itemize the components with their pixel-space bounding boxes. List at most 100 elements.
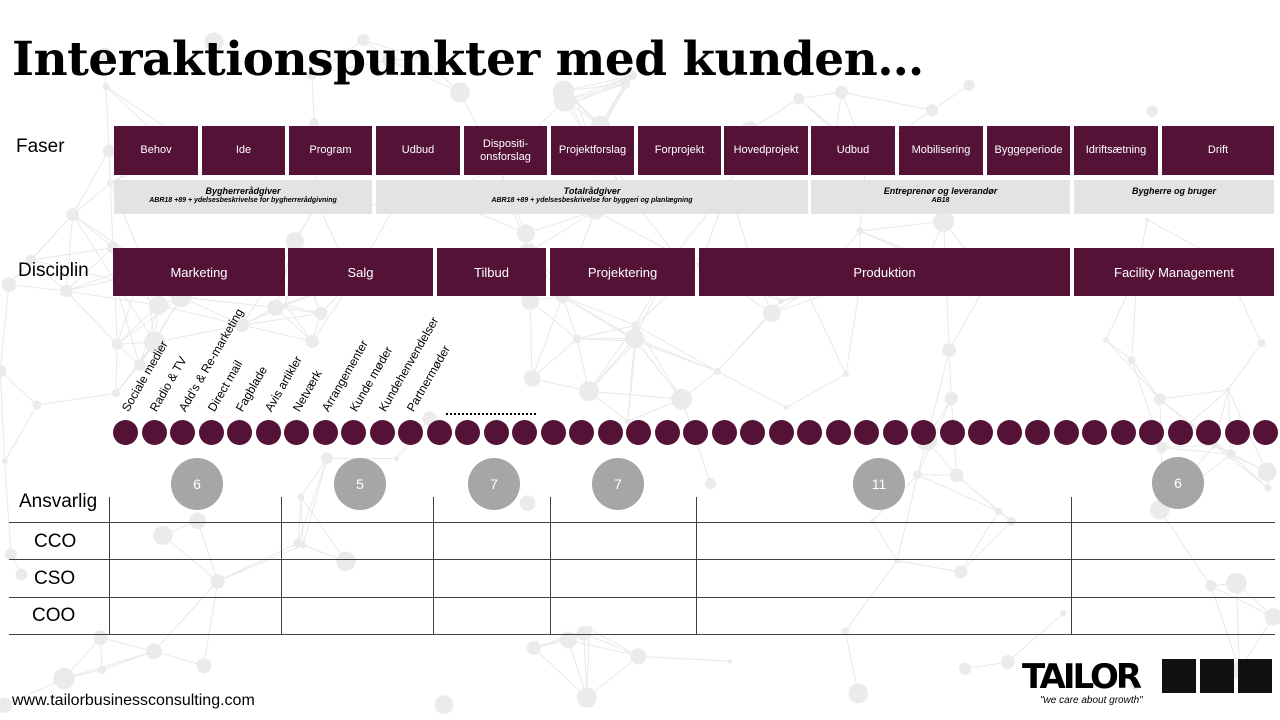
discipline-tilbud: Tilbud bbox=[437, 248, 546, 296]
touchpoint-dot bbox=[683, 420, 708, 445]
more-touchpoints-ellipsis bbox=[446, 413, 536, 415]
count-marketing: 6 bbox=[171, 458, 223, 510]
touchpoint-dot bbox=[569, 420, 594, 445]
role-cco: CCO bbox=[34, 531, 77, 552]
phase-hovedprojekt: Hovedprojekt bbox=[724, 126, 808, 175]
touchpoint-dot bbox=[854, 420, 879, 445]
logo-square bbox=[1200, 659, 1234, 693]
table-divider bbox=[1071, 497, 1072, 635]
table-divider bbox=[109, 497, 110, 635]
touchpoint-dot bbox=[540, 420, 566, 445]
touchpoint-dot bbox=[768, 420, 794, 445]
touchpoint-dot bbox=[1082, 420, 1107, 445]
website-url[interactable]: www.tailorbusinessconsulting.com bbox=[12, 692, 255, 709]
touchpoint-dot bbox=[255, 420, 281, 445]
count-tilbud: 7 bbox=[468, 458, 520, 510]
phase-forprojekt: Forprojekt bbox=[638, 126, 721, 175]
touchpoint-dot bbox=[968, 420, 993, 445]
touchpoint-dot bbox=[341, 420, 366, 445]
count-produktion: 11 bbox=[853, 458, 905, 510]
role-title: Bygherre og bruger bbox=[1131, 186, 1216, 196]
touchpoint-dot bbox=[1110, 420, 1136, 445]
touchpoint-dot bbox=[882, 420, 908, 445]
count-projektering: 7 bbox=[592, 458, 644, 510]
discipline-facility-management: Facility Management bbox=[1074, 248, 1274, 296]
phase-behov: Behov bbox=[114, 126, 198, 175]
touchpoint-dot bbox=[1025, 420, 1050, 445]
role-title: Totalrådgiver bbox=[563, 186, 621, 196]
phase-program: Program bbox=[289, 126, 372, 175]
touchpoint-dot bbox=[911, 420, 936, 445]
phase-udbud-2: Udbud bbox=[811, 126, 895, 175]
role-coo: COO bbox=[32, 605, 76, 626]
touchpoint-dot bbox=[797, 420, 822, 445]
role-sub: AB18 bbox=[931, 197, 950, 204]
touchpoint-dot bbox=[711, 420, 737, 445]
role-title: Entreprenør og leverandør bbox=[883, 186, 998, 196]
touchpoint-dot bbox=[740, 420, 765, 445]
phase-drift: Drift bbox=[1162, 126, 1274, 175]
phase-ide: Ide bbox=[202, 126, 285, 175]
touchpoint-dot bbox=[1224, 420, 1250, 445]
phase-idriftsaetning: Idriftsætning bbox=[1074, 126, 1158, 175]
table-divider bbox=[696, 497, 697, 635]
role-bygherre-bruger: Bygherre og bruger bbox=[1074, 180, 1274, 214]
touchpoint-dot bbox=[369, 420, 395, 445]
page-title: Interaktionspunkter med kunden… bbox=[12, 32, 924, 87]
discipline-marketing: Marketing bbox=[113, 248, 285, 296]
phase-udbud: Udbud bbox=[376, 126, 460, 175]
role-sub: ABR18 +89 + ydelsesbeskrivelse for byghe… bbox=[149, 197, 337, 204]
touchpoint-dot bbox=[284, 420, 309, 445]
table-divider bbox=[433, 497, 434, 635]
phase-byggeperiode: Byggeperiode bbox=[987, 126, 1070, 175]
touchpoint-dot bbox=[1253, 420, 1278, 445]
role-entreprenoer: Entreprenør og leverandør AB18 bbox=[811, 180, 1070, 214]
touchpoint-dot bbox=[996, 420, 1022, 445]
touchpoint-dot bbox=[483, 420, 509, 445]
table-line bbox=[9, 597, 1275, 598]
table-line bbox=[9, 559, 1275, 560]
touchpoint-dot bbox=[1053, 420, 1079, 445]
touchpoint-dot bbox=[141, 420, 167, 445]
logo-square bbox=[1238, 659, 1272, 693]
faser-label: Faser bbox=[16, 136, 65, 157]
role-cso: CSO bbox=[34, 568, 76, 589]
count-salg: 5 bbox=[334, 458, 386, 510]
count-facility-management: 6 bbox=[1152, 457, 1204, 509]
touchpoint-dot bbox=[654, 420, 680, 445]
table-line bbox=[9, 634, 1275, 635]
touchpoint-dot bbox=[1139, 420, 1164, 445]
disciplin-label: Disciplin bbox=[18, 260, 89, 281]
touchpoint-dot bbox=[939, 420, 965, 445]
touchpoint-dot bbox=[597, 420, 623, 445]
ansvarlig-label: Ansvarlig bbox=[19, 491, 98, 512]
tailor-logo: TAILOR "we care about growth" bbox=[1022, 657, 1272, 707]
role-totalraadgiver: Totalrådgiver ABR18 +89 + ydelsesbeskriv… bbox=[376, 180, 808, 214]
role-bygherreraadgiver: Bygherrerådgiver ABR18 +89 + ydelsesbesk… bbox=[114, 180, 372, 214]
logo-tagline: "we care about growth" bbox=[1040, 695, 1143, 706]
discipline-produktion: Produktion bbox=[699, 248, 1070, 296]
touchpoint-dot bbox=[227, 420, 252, 445]
table-divider bbox=[550, 497, 551, 635]
touchpoint-dot bbox=[426, 420, 452, 445]
touchpoint-dot bbox=[825, 420, 851, 445]
touchpoint-dot bbox=[455, 420, 480, 445]
touchpoint-dot bbox=[1196, 420, 1221, 445]
touchpoint-dot bbox=[512, 420, 537, 445]
table-line bbox=[9, 522, 1275, 523]
touchpoint-dot bbox=[170, 420, 195, 445]
touchpoint-dot bbox=[198, 420, 224, 445]
role-sub: ABR18 +89 + ydelsesbeskrivelse for bygge… bbox=[491, 197, 693, 204]
role-title: Bygherrerådgiver bbox=[205, 186, 281, 196]
discipline-projektering: Projektering bbox=[550, 248, 695, 296]
touchpoint-dot bbox=[1167, 420, 1193, 445]
touchpoint-dot bbox=[312, 420, 338, 445]
discipline-salg: Salg bbox=[288, 248, 433, 296]
touchpoint-dot bbox=[398, 420, 423, 445]
logo-square bbox=[1162, 659, 1196, 693]
phase-projektforslag: Projektforslag bbox=[551, 126, 634, 175]
logo-text: TAILOR bbox=[1022, 657, 1142, 697]
phase-mobilisering: Mobilisering bbox=[899, 126, 983, 175]
touchpoint-dot bbox=[113, 420, 138, 445]
